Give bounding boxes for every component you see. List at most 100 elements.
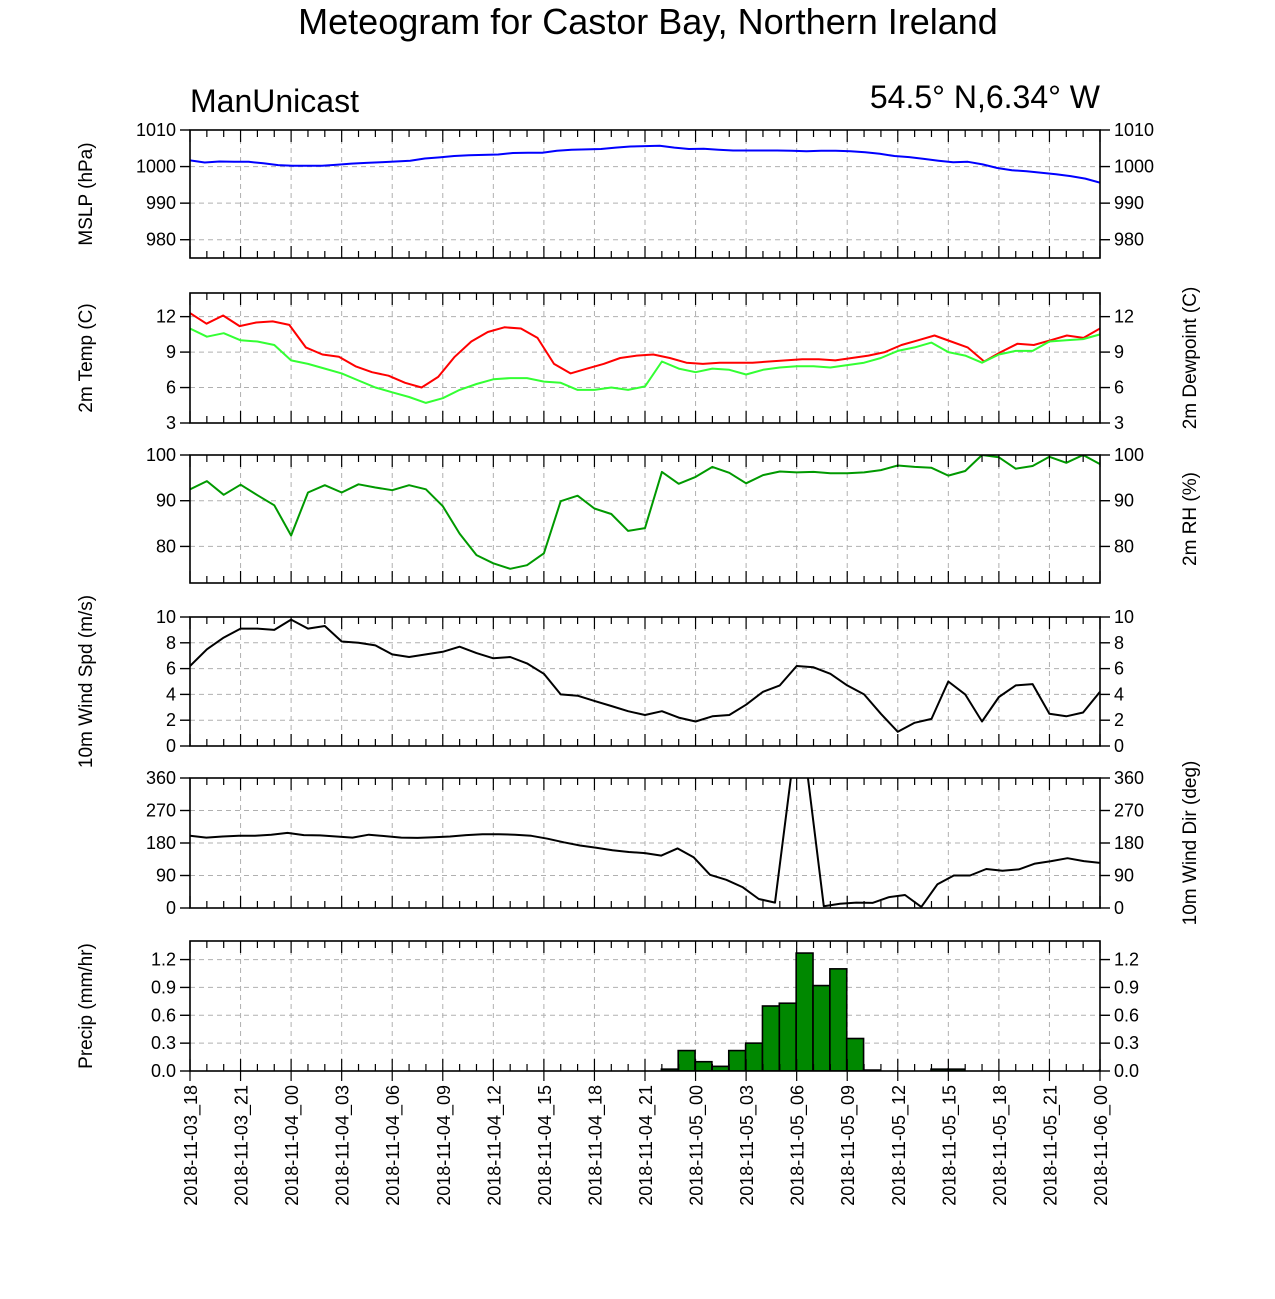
y-tick-label: 4 [166, 684, 176, 704]
y-tick-label-right: 0.6 [1114, 1005, 1139, 1025]
y-tick-label: 990 [146, 193, 176, 213]
y-tick-label: 0 [166, 736, 176, 756]
x-tick-label: 2018-11-04_06 [383, 1085, 404, 1206]
model-name: ManUnicast [190, 83, 359, 119]
precip-bar [829, 968, 848, 1071]
y-tick-label: 8 [166, 633, 176, 653]
y-tick-label-right: 6 [1114, 659, 1124, 679]
y-tick-label-right: 980 [1114, 230, 1144, 250]
series-group [190, 312, 1100, 404]
location-coords: 54.5° N,6.34° W [870, 79, 1101, 115]
x-tick-label: 2018-11-05_15 [939, 1085, 960, 1206]
y-tick-label-right: 3 [1114, 413, 1124, 433]
y-tick-label-right: 360 [1114, 768, 1144, 788]
series-group [190, 618, 1100, 733]
panel-3: 80 80 90 90 100 100 2m RH (%) [146, 445, 1201, 584]
y-tick-label: 3 [166, 413, 176, 433]
y-tick-label-right: 270 [1114, 801, 1144, 821]
precip-bar [694, 1060, 713, 1071]
y-axis-label: MSLP (hPa) [76, 142, 97, 245]
y-tick-label-right: 90 [1114, 491, 1134, 511]
y-tick-label: 980 [146, 230, 176, 250]
series-line-1 [190, 618, 1100, 733]
precip-bar [744, 1042, 764, 1071]
x-axis-labels: 2018-11-03_18 2018-11-03_21 2018-11-04_00 2… [181, 1085, 1112, 1206]
y-tick-label-right: 8 [1114, 633, 1124, 653]
x-tick-label: 2018-11-04_09 [434, 1085, 455, 1206]
precip-bar [727, 1049, 747, 1071]
series-line-2 [190, 327, 1100, 404]
y-tick-label: 90 [156, 491, 176, 511]
y-tick-label-right: 0.3 [1114, 1033, 1139, 1053]
precip-bar [795, 952, 814, 1071]
y-tick-label-right: 9 [1114, 342, 1124, 362]
y-tick-label-right: 10 [1114, 607, 1134, 627]
x-tick-label: 2018-11-04_15 [535, 1085, 556, 1206]
x-tick-label: 2018-11-04_00 [282, 1085, 303, 1206]
y-tick-label: 100 [146, 445, 176, 465]
y-axis-label: 2m Temp (C) [76, 303, 97, 412]
y-tick-label: 0.9 [151, 977, 176, 997]
y-tick-label-right: 90 [1114, 866, 1134, 886]
x-tick-label: 2018-11-05_21 [1040, 1085, 1061, 1206]
y-tick-label: 6 [166, 378, 176, 398]
panel-2: 3 3 6 6 9 9 12 12 2m Temp (C) 2m Dewpoint (C) [76, 287, 1201, 433]
y-tick-label-right: 4 [1114, 684, 1124, 704]
x-tick-label: 2018-11-04_18 [585, 1085, 606, 1206]
y-tick-label-right: 6 [1114, 378, 1124, 398]
series-group [660, 952, 1100, 1071]
series-line-1 [190, 455, 1100, 570]
y-axis-label-right: 2m Dewpoint (C) [1180, 287, 1201, 430]
y-tick-label: 270 [146, 801, 176, 821]
y-tick-label-right: 2 [1114, 710, 1124, 730]
y-tick-label-right: 990 [1114, 193, 1144, 213]
y-tick-label: 12 [156, 307, 176, 327]
y-tick-label-right: 0.0 [1114, 1061, 1139, 1081]
precip-bar [812, 984, 831, 1071]
x-tick-label: 2018-11-03_21 [232, 1085, 253, 1206]
x-tick-label: 2018-11-05_03 [737, 1085, 758, 1206]
x-tick-label: 2018-11-04_03 [333, 1085, 354, 1206]
y-tick-label: 1.2 [151, 950, 176, 970]
x-tick-label: 2018-11-04_21 [636, 1085, 657, 1206]
precip-bar [845, 1037, 865, 1071]
precip-bar [761, 1005, 781, 1071]
y-tick-label-right: 1000 [1114, 157, 1154, 177]
y-tick-label: 0.6 [151, 1005, 176, 1025]
x-tick-label: 2018-11-05_06 [788, 1085, 809, 1206]
y-tick-label: 90 [156, 866, 176, 886]
y-tick-label: 1000 [136, 157, 176, 177]
y-tick-label: 80 [156, 536, 176, 556]
x-tick-label: 2018-11-05_18 [990, 1085, 1011, 1206]
x-tick-label: 2018-11-03_18 [181, 1085, 202, 1206]
y-tick-label-right: 12 [1114, 307, 1134, 327]
x-tick-label: 2018-11-05_12 [889, 1085, 910, 1206]
y-tick-label: 1010 [136, 120, 176, 140]
y-tick-label: 2 [166, 710, 176, 730]
y-tick-label: 9 [166, 342, 176, 362]
panel-6: 0.0 0.0 0.3 0.3 0.6 0.6 0.9 0.9 1.2 1.2 Precip (mm… [76, 940, 1139, 1081]
series-group [190, 144, 1100, 184]
series-line-1 [190, 312, 1100, 389]
panel-4: 0 0 2 2 4 4 6 6 8 8 10 10 10m Wind Spd (m/s) [76, 595, 1134, 768]
y-axis-label: Precip (mm/hr) [76, 943, 97, 1069]
y-tick-label-right: 0.9 [1114, 977, 1139, 997]
y-tick-label-right: 1010 [1114, 120, 1154, 140]
y-tick-label: 180 [146, 833, 176, 853]
y-tick-label-right: 1.2 [1114, 950, 1139, 970]
y-axis-label-right: 10m Wind Dir (deg) [1180, 761, 1201, 926]
x-tick-label: 2018-11-05_00 [687, 1085, 708, 1206]
y-tick-label: 0.3 [151, 1033, 176, 1053]
x-tick-label: 2018-11-05_09 [838, 1085, 859, 1206]
x-tick-label: 2018-11-06_00 [1091, 1085, 1112, 1206]
panel-1: 980 980 990 990 1000 1000 1010 1010 MSLP (hPa) [76, 120, 1154, 259]
y-tick-label-right: 100 [1114, 445, 1144, 465]
chart-title: Meteogram for Castor Bay, Northern Irela… [298, 1, 998, 42]
y-tick-label-right: 180 [1114, 833, 1144, 853]
x-tick-label: 2018-11-04_12 [484, 1085, 505, 1206]
y-tick-label: 10 [156, 607, 176, 627]
y-tick-label: 360 [146, 768, 176, 788]
precip-bar [778, 1002, 797, 1071]
